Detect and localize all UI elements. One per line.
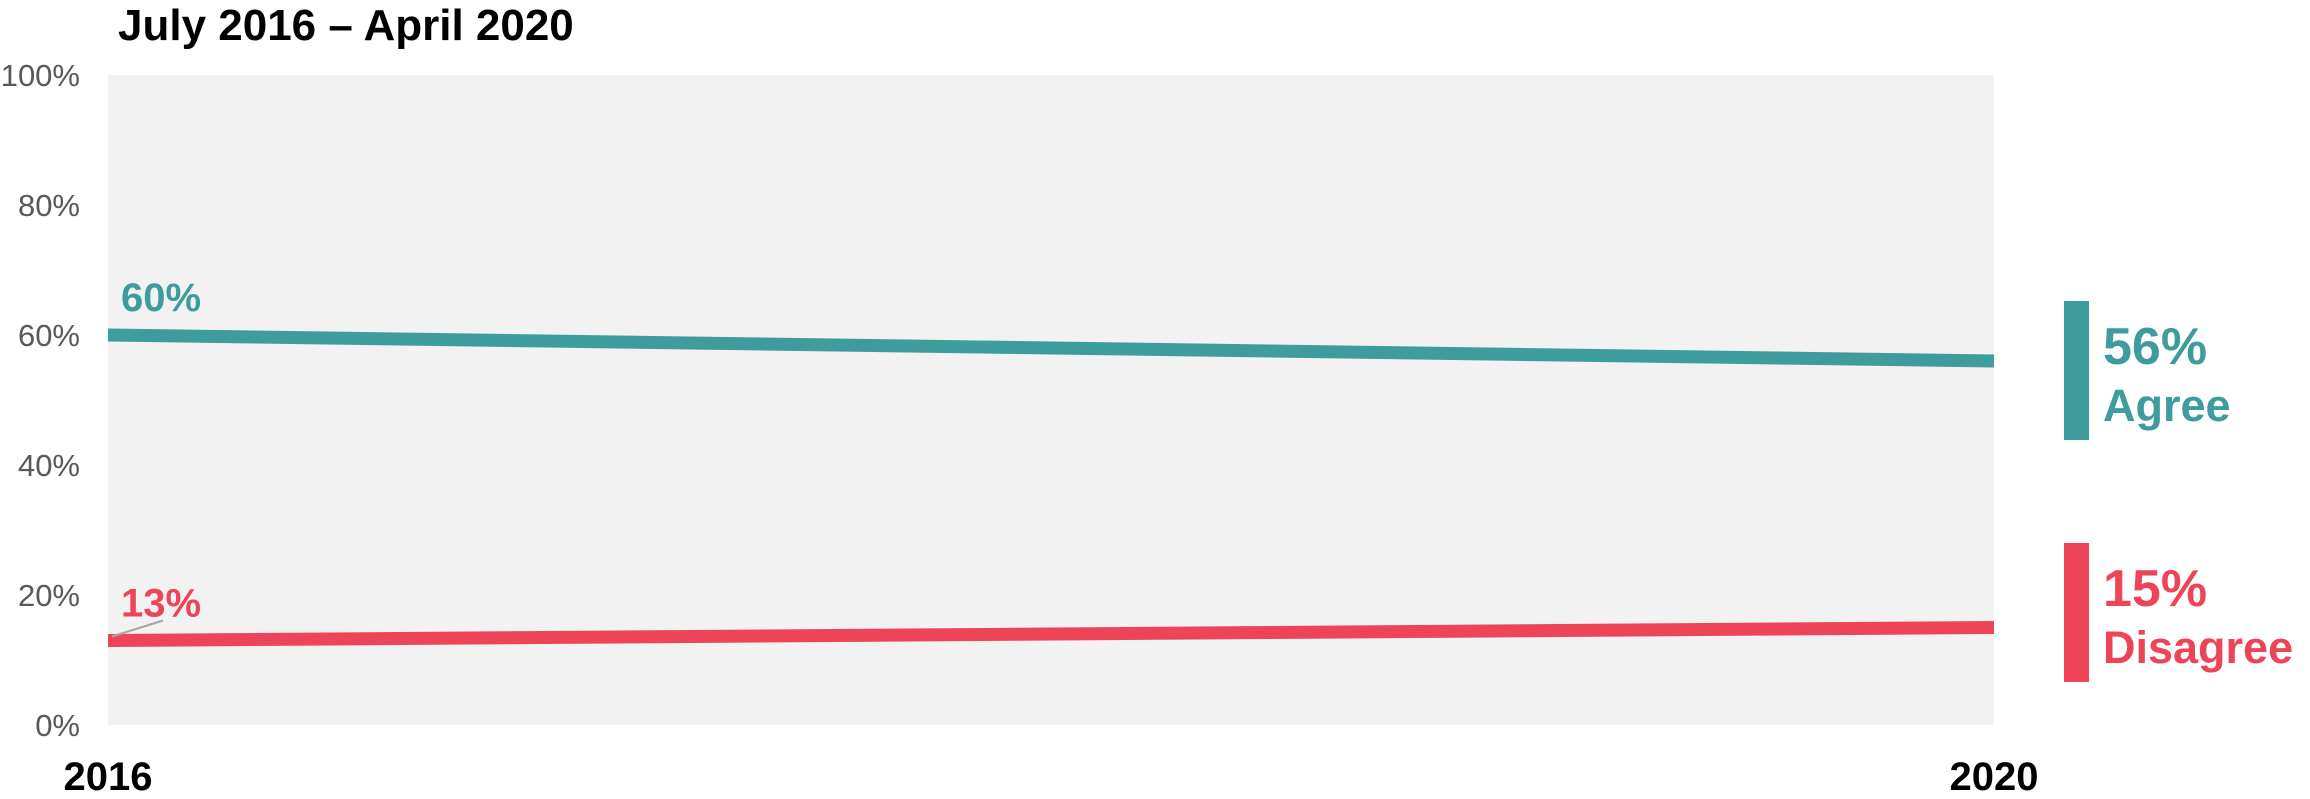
y-tick-label: 60%: [18, 318, 80, 353]
start-value-label: 13%: [121, 582, 201, 626]
y-tick-label: 0%: [35, 708, 80, 743]
series-line-agree: [107, 328, 1995, 368]
legend-series-name: Agree: [2103, 380, 2231, 431]
label-leader-line: [111, 619, 164, 638]
start-labels: 60% 13%: [111, 276, 201, 638]
legend-series-name: Disagree: [2103, 622, 2293, 673]
y-tick-label: 100%: [1, 58, 80, 93]
plot-area: [108, 75, 1994, 725]
x-tick-label: 2020: [1950, 755, 2039, 799]
end-value-label: 15%: [2103, 560, 2207, 618]
series-line-disagree: [107, 621, 1995, 647]
y-tick-label: 20%: [18, 578, 80, 613]
legend-bar-agree: [2064, 301, 2089, 440]
series-lines: [107, 328, 1995, 647]
y-tick-label: 40%: [18, 448, 80, 483]
legend-bar-disagree: [2064, 543, 2089, 682]
y-tick-label: 80%: [18, 188, 80, 223]
chart-title: July 2016 – April 2020: [118, 1, 574, 50]
start-value-label: 60%: [121, 276, 201, 320]
x-axis-ticks: 2016 2020: [64, 755, 2039, 799]
y-axis-ticks: 0% 20% 40% 60% 80% 100%: [1, 58, 80, 743]
end-legend: 56%Agree 15%Disagree: [2064, 301, 2293, 682]
end-value-label: 56%: [2103, 318, 2207, 376]
x-tick-label: 2016: [64, 755, 153, 799]
